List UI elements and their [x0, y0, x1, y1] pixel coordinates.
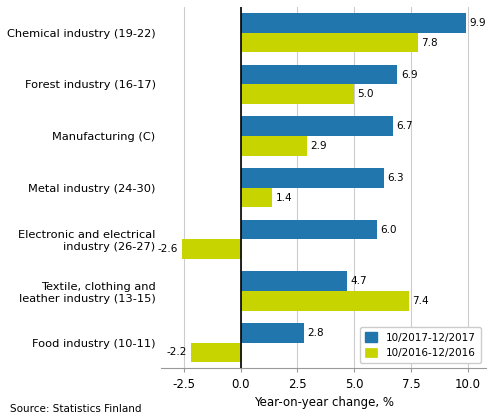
Text: -2.2: -2.2 — [167, 347, 187, 357]
Bar — [241, 116, 393, 136]
Bar — [241, 188, 273, 207]
Text: 6.7: 6.7 — [396, 121, 413, 131]
Text: 6.9: 6.9 — [401, 69, 418, 79]
Bar — [241, 271, 348, 291]
Bar — [241, 168, 384, 188]
Text: 1.4: 1.4 — [276, 193, 292, 203]
Bar — [181, 239, 241, 259]
X-axis label: Year-on-year change, %: Year-on-year change, % — [253, 396, 393, 409]
Text: 2.9: 2.9 — [310, 141, 326, 151]
Bar — [241, 84, 354, 104]
Text: 9.9: 9.9 — [469, 18, 486, 28]
Bar — [241, 291, 409, 311]
Text: 2.8: 2.8 — [308, 328, 324, 338]
Bar — [241, 220, 377, 239]
Text: Source: Statistics Finland: Source: Statistics Finland — [10, 404, 141, 414]
Bar — [241, 323, 304, 343]
Legend: 10/2017-12/2017, 10/2016-12/2016: 10/2017-12/2017, 10/2016-12/2016 — [360, 327, 481, 363]
Bar — [241, 65, 397, 84]
Text: 6.3: 6.3 — [387, 173, 404, 183]
Bar — [241, 33, 418, 52]
Text: -2.6: -2.6 — [158, 244, 178, 254]
Text: 5.0: 5.0 — [358, 89, 374, 99]
Text: 4.7: 4.7 — [351, 276, 367, 286]
Bar — [241, 13, 465, 33]
Text: 7.4: 7.4 — [412, 296, 429, 306]
Text: 6.0: 6.0 — [381, 225, 397, 235]
Text: 7.8: 7.8 — [422, 37, 438, 47]
Bar — [191, 343, 241, 362]
Bar — [241, 136, 307, 156]
